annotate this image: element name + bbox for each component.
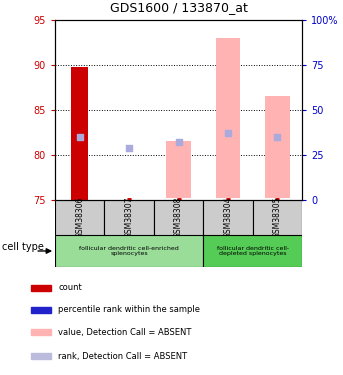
Text: GDS1600 / 133870_at: GDS1600 / 133870_at [109,2,247,14]
Bar [31,353,51,359]
Text: percentile rank within the sample: percentile rank within the sample [58,306,200,315]
Bar [154,200,203,235]
Bar [265,96,289,198]
Point [77,134,82,140]
Text: cell type: cell type [2,242,44,252]
Text: follicular dendritic cell-enriched
splenocytes: follicular dendritic cell-enriched splen… [79,246,179,256]
Bar [203,235,302,267]
Point [176,140,181,146]
Bar [252,200,302,235]
Point [274,134,280,140]
Text: GSM38308: GSM38308 [174,197,183,238]
Bar [31,285,51,291]
Bar [166,141,191,198]
Text: GSM38307: GSM38307 [125,197,134,238]
Text: GSM38306: GSM38306 [75,197,84,238]
Bar [55,200,104,235]
Text: GSM38305: GSM38305 [273,197,282,238]
Bar [31,307,51,313]
Text: value, Detection Call = ABSENT: value, Detection Call = ABSENT [58,327,192,336]
Text: count: count [58,284,82,292]
Bar [215,38,240,198]
Bar [31,329,51,335]
Point [126,145,132,151]
Bar [55,235,203,267]
Point [225,130,230,136]
Text: rank, Detection Call = ABSENT: rank, Detection Call = ABSENT [58,351,187,360]
Text: GSM38304: GSM38304 [223,197,233,238]
Bar [104,200,154,235]
Text: follicular dendritic cell-
depleted splenocytes: follicular dendritic cell- depleted sple… [216,246,289,256]
Bar [203,200,252,235]
Bar [71,67,88,200]
